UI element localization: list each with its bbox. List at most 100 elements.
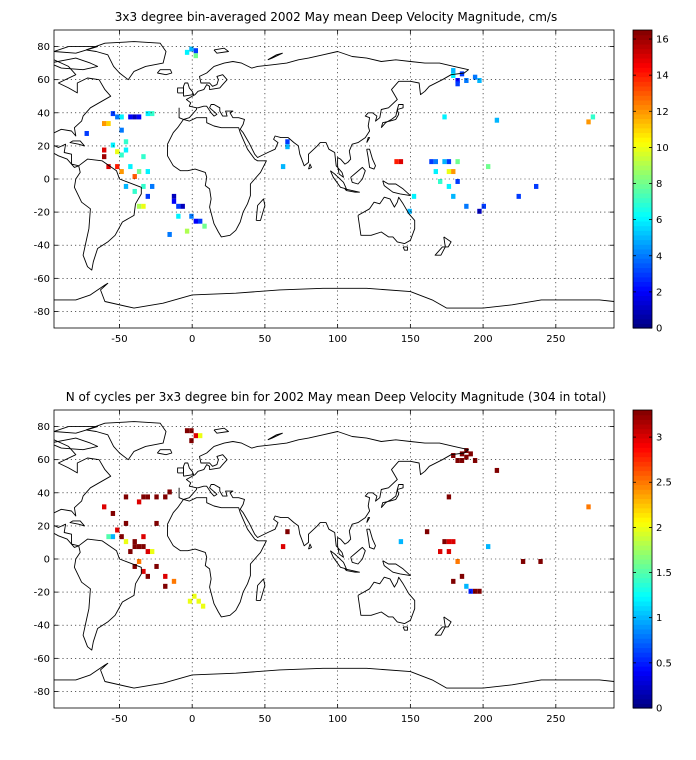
coastline	[213, 47, 229, 54]
data-bin	[481, 203, 486, 209]
y-tick-label: 40	[37, 108, 50, 119]
colorbar-segment	[633, 624, 652, 630]
data-bin	[102, 147, 107, 153]
colorbar-segment	[633, 160, 652, 166]
data-bin	[102, 121, 107, 127]
colorbar-tick-label: 0	[656, 704, 662, 715]
data-bin	[446, 169, 452, 175]
colorbar-segment	[633, 267, 652, 273]
data-bin	[110, 534, 116, 540]
colorbar-segment	[633, 540, 652, 546]
x-tick-label: 100	[328, 334, 347, 345]
colorbar-tick-label: 1.5	[656, 568, 672, 579]
data-bin	[145, 549, 150, 555]
y-tick-label: 20	[37, 521, 50, 532]
data-bin	[123, 139, 129, 145]
colorbar-segment	[633, 197, 652, 203]
colorbar-segment	[633, 549, 652, 555]
coastline	[54, 439, 112, 548]
colorbar-segment	[633, 619, 652, 625]
x-tick-label: 0	[189, 714, 195, 725]
coastline	[177, 467, 184, 474]
data-bin	[145, 169, 150, 175]
data-bin	[171, 193, 177, 199]
colorbar-segment	[633, 43, 652, 50]
data-bin	[192, 593, 197, 599]
colorbar-segment	[633, 479, 652, 486]
x-tick-label: 50	[259, 714, 272, 725]
colorbar-segment	[633, 323, 652, 329]
data-bin	[468, 451, 473, 457]
data-bin	[398, 159, 404, 165]
coastline	[366, 137, 371, 143]
colorbar-segment	[633, 652, 652, 658]
colorbar-segment	[633, 234, 652, 241]
colorbar-segment	[633, 113, 652, 120]
colorbar-segment	[633, 318, 652, 324]
colorbar-segment	[633, 680, 652, 686]
colorbar-tick-label: 12	[656, 107, 669, 118]
colorbar-segment	[633, 192, 652, 199]
colorbar-segment	[633, 410, 652, 416]
colorbar-segment	[633, 423, 652, 430]
data-bin	[141, 203, 146, 209]
colorbar-segment	[633, 151, 652, 157]
data-bin	[106, 121, 111, 127]
colorbar-tick-label: 4	[656, 251, 662, 262]
colorbar-frame	[632, 29, 653, 329]
coastline	[434, 616, 452, 636]
x-tick-label: -50	[111, 714, 127, 725]
panel-1: 3x3 degree bin-averaged 2002 May mean De…	[34, 10, 669, 345]
coastline	[255, 198, 266, 221]
colorbar-segment	[633, 127, 652, 134]
data-bin	[196, 598, 201, 604]
coastline	[396, 484, 404, 490]
data-bin	[187, 598, 193, 604]
coastline	[69, 520, 85, 527]
data-bin	[433, 169, 438, 175]
data-bin	[464, 454, 469, 460]
data-bin	[472, 458, 478, 463]
colorbar-segment	[633, 244, 652, 250]
data-bin	[438, 549, 443, 555]
colorbar-segment	[633, 183, 652, 189]
data-bin	[285, 529, 290, 535]
data-bin	[198, 433, 203, 439]
data-bin	[176, 213, 181, 219]
colorbar-segment	[633, 545, 652, 551]
data-bin	[455, 81, 460, 87]
data-bin	[411, 193, 417, 199]
coastline	[183, 462, 195, 477]
panel-title: 3x3 degree bin-averaged 2002 May mean De…	[115, 10, 557, 24]
colorbar-tick-label: 10	[656, 143, 669, 154]
colorbar-segment	[633, 489, 652, 495]
colorbar-tick-label: 8	[656, 179, 662, 190]
y-tick-label: 60	[37, 75, 50, 86]
colorbar-segment	[633, 633, 652, 639]
colorbar-segment	[633, 531, 652, 537]
colorbar-segment	[633, 118, 652, 124]
data-bin	[280, 164, 286, 170]
colorbar-tick-label: 16	[656, 35, 669, 46]
colorbar-segment	[633, 34, 652, 40]
coastline	[380, 489, 400, 508]
grid-lines	[54, 410, 614, 708]
data-bin	[455, 159, 460, 165]
colorbar-segment	[633, 568, 652, 574]
x-tick-label: -50	[111, 334, 127, 345]
colorbar-segment	[633, 563, 652, 569]
y-tick-label: -20	[34, 208, 50, 219]
x-tick-label: 200	[474, 714, 493, 725]
data-bin	[459, 451, 465, 457]
colorbar-segment	[633, 642, 652, 649]
data-bin	[163, 494, 168, 500]
data-bin	[433, 159, 438, 165]
data-bin	[141, 154, 146, 160]
coastline-layer	[54, 421, 614, 689]
colorbar-segment	[633, 248, 652, 255]
colorbar-segment	[633, 521, 652, 528]
coastline	[396, 104, 404, 110]
colorbar-segment	[633, 304, 652, 310]
coastline	[267, 52, 283, 61]
y-tick-label: -80	[34, 687, 50, 698]
